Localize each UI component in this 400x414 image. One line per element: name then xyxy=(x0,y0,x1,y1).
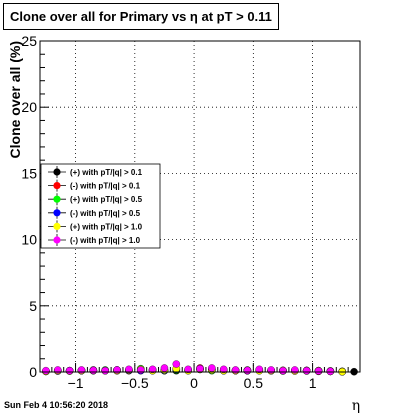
legend-marker xyxy=(53,222,61,230)
data-point xyxy=(101,366,109,375)
chart-title: Clone over all for Primary vs η at pT > … xyxy=(3,3,279,30)
y-tick-label: 5 xyxy=(29,298,37,314)
data-point xyxy=(148,365,157,374)
data-point xyxy=(314,367,323,375)
legend-marker xyxy=(53,236,61,244)
legend-marker xyxy=(53,209,61,217)
data-point xyxy=(42,366,50,375)
data-point xyxy=(219,365,228,374)
data-point xyxy=(77,366,86,374)
x-tick-label: 0.5 xyxy=(244,375,264,391)
data-point xyxy=(54,366,62,374)
legend-marker xyxy=(53,168,61,176)
legend-label: (+) with pT/|q| > 0.1 xyxy=(70,168,143,177)
data-point xyxy=(326,367,335,376)
data-point xyxy=(208,364,216,372)
plot-frame xyxy=(39,40,361,373)
x-axis-label: η xyxy=(352,398,360,414)
data-point xyxy=(160,364,169,372)
legend-label: (+) with pT/|q| > 0.5 xyxy=(70,195,143,204)
legend-label: (+) with pT/|q| > 1.0 xyxy=(70,222,143,231)
data-point xyxy=(196,364,204,373)
y-tick-label: 15 xyxy=(21,165,37,181)
data-point xyxy=(113,366,121,374)
legend-marker xyxy=(53,195,61,203)
data-points xyxy=(42,360,358,376)
legend-label: (-) with pT/|q| > 0.5 xyxy=(70,209,141,218)
data-point xyxy=(243,366,252,375)
data-point xyxy=(89,366,98,375)
data-point xyxy=(302,366,311,375)
legend-box xyxy=(40,163,161,249)
x-tick-label: 1 xyxy=(309,375,317,391)
y-tick-label: 25 xyxy=(21,33,37,49)
x-tick-label: −1 xyxy=(68,375,84,391)
legend-label: (-) with pT/|q| > 1.0 xyxy=(70,236,141,245)
data-point xyxy=(255,365,264,374)
footer-timestamp: Sun Feb 4 10:56:20 2018 xyxy=(4,400,109,410)
data-point xyxy=(184,365,192,374)
y-tick-label: 20 xyxy=(21,99,37,115)
data-point xyxy=(291,366,299,374)
data-point xyxy=(125,365,133,374)
x-tick-label: −0.5 xyxy=(121,375,149,391)
legend-marker xyxy=(53,182,61,190)
x-tick-label: 0 xyxy=(190,375,198,391)
data-point xyxy=(231,366,240,374)
grid-layer xyxy=(40,41,360,372)
data-point xyxy=(279,366,287,375)
y-tick-label: 10 xyxy=(21,232,37,248)
data-point xyxy=(172,360,181,368)
data-point xyxy=(136,366,145,374)
data-point xyxy=(267,366,275,374)
legend: (+) with pT/|q| > 0.1 (-) with pT/|q| > 0… xyxy=(40,163,161,249)
y-axis-label: Clone over all (%) xyxy=(7,41,23,158)
legend-label: (-) with pT/|q| > 0.1 xyxy=(70,182,141,191)
y-tick-label: 0 xyxy=(29,364,37,380)
data-point xyxy=(65,366,74,375)
